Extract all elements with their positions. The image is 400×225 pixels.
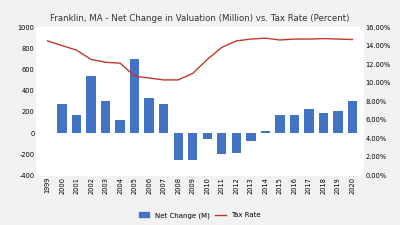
Bar <box>72 115 81 133</box>
Bar <box>130 59 140 133</box>
Bar <box>260 131 270 133</box>
Bar <box>202 133 212 140</box>
Bar <box>144 98 154 133</box>
Bar <box>116 120 125 133</box>
Bar <box>275 115 284 133</box>
Bar <box>232 133 241 153</box>
Bar <box>246 133 256 141</box>
Bar <box>101 101 110 133</box>
Bar <box>174 133 183 160</box>
Bar <box>58 104 67 133</box>
Legend: Net Change (M), Tax Rate: Net Change (M), Tax Rate <box>136 209 264 222</box>
Bar <box>319 113 328 133</box>
Bar <box>348 101 357 133</box>
Bar <box>188 133 198 160</box>
Bar <box>86 76 96 133</box>
Title: Franklin, MA - Net Change in Valuation (Million) vs. Tax Rate (Percent): Franklin, MA - Net Change in Valuation (… <box>50 14 350 23</box>
Bar <box>159 104 168 133</box>
Bar <box>333 111 342 133</box>
Bar <box>304 109 314 133</box>
Bar <box>290 115 299 133</box>
Bar <box>217 133 226 154</box>
